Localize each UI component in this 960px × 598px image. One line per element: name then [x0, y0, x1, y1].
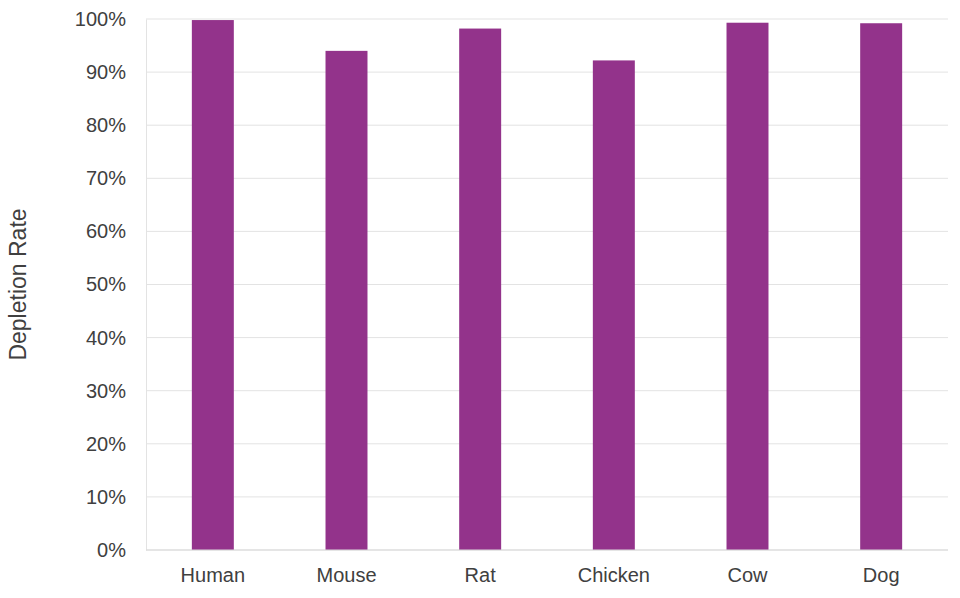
bar — [326, 51, 368, 550]
y-tick-label: 10% — [86, 486, 126, 508]
bar — [459, 29, 501, 550]
y-tick-label: 90% — [86, 61, 126, 83]
y-tick-label: 0% — [97, 539, 126, 561]
x-axis-line — [147, 550, 949, 551]
x-axis: Human Mouse Rat Chicken Cow Dog — [147, 550, 949, 586]
y-tick-label: 100% — [75, 8, 126, 30]
grid-line — [146, 178, 948, 179]
x-tick: Rat — [465, 550, 497, 586]
bar — [192, 20, 234, 550]
x-tick-label: Human — [181, 564, 245, 586]
grid-line — [146, 125, 948, 126]
y-tick: 90% — [86, 61, 146, 83]
bar — [593, 60, 635, 550]
y-axis-line — [146, 20, 147, 551]
grid-line — [146, 19, 948, 20]
grid-line — [146, 72, 948, 73]
grid-line — [146, 390, 948, 391]
x-tick-label: Dog — [863, 564, 900, 586]
y-axis: 0% 10% 20% 30% 40% 50% 60% 70% 80% 90% 100% — [75, 8, 147, 561]
x-tick: Mouse — [316, 550, 376, 586]
y-tick-label: 80% — [86, 114, 126, 136]
bar — [860, 23, 902, 550]
chart: 0% 10% 20% 30% 40% 50% 60% 70% 80% 90% 100% Human Mo… — [0, 0, 960, 598]
grid-line — [146, 284, 948, 285]
bar — [727, 23, 769, 550]
grid-line — [146, 231, 948, 232]
x-tick-label: Chicken — [578, 564, 650, 586]
y-tick: 20% — [86, 433, 146, 455]
y-tick: 50% — [86, 273, 146, 295]
x-tick-label: Mouse — [316, 564, 376, 586]
x-tick: Cow — [727, 550, 768, 586]
grid — [146, 19, 948, 550]
y-tick: 100% — [75, 8, 146, 30]
y-axis-title: Depletion Rate — [5, 208, 31, 360]
y-tick: 0% — [97, 539, 146, 561]
plot: 0% 10% 20% 30% 40% 50% 60% 70% 80% 90% 100% Human Mo… — [75, 8, 949, 586]
x-tick: Chicken — [578, 550, 650, 586]
y-tick-label: 40% — [86, 327, 126, 349]
y-tick: 70% — [86, 167, 146, 189]
y-tick: 80% — [86, 114, 146, 136]
grid-line — [146, 550, 948, 551]
y-tick: 10% — [86, 486, 146, 508]
y-tick-label: 60% — [86, 220, 126, 242]
x-tick-label: Rat — [465, 564, 497, 586]
baseline — [146, 550, 948, 551]
y-tick-label: 50% — [86, 273, 126, 295]
grid-line — [146, 496, 948, 497]
x-tick: Human — [181, 550, 245, 586]
y-tick: 30% — [86, 380, 146, 402]
x-tick: Dog — [863, 550, 900, 586]
grid-line — [146, 337, 948, 338]
y-tick-label: 30% — [86, 380, 126, 402]
y-tick-label: 70% — [86, 167, 126, 189]
bars — [192, 20, 902, 550]
x-tick-label: Cow — [727, 564, 768, 586]
y-tick-label: 20% — [86, 433, 126, 455]
grid-line — [146, 443, 948, 444]
y-tick: 40% — [86, 327, 146, 349]
y-tick: 60% — [86, 220, 146, 242]
